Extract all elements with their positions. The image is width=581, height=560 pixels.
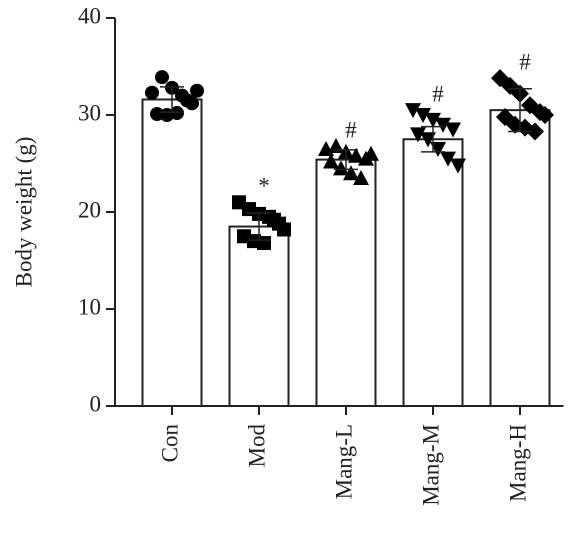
y-tick-label: 40 [78,3,101,28]
y-tick-label: 10 [78,294,101,319]
annotation: * [258,174,270,199]
point [343,165,359,181]
x-tick-label: Con [157,424,182,463]
point [420,132,436,148]
point [435,117,451,133]
point [450,158,466,174]
x-tick-label: Mang-H [505,424,530,502]
point [415,108,431,123]
bar [141,98,203,407]
y-axis-label: Body weight (g) [11,137,36,288]
x-tick-label: Mod [244,424,269,468]
point [445,122,461,138]
point [328,138,344,154]
bar [489,109,551,408]
point [425,112,441,128]
point [440,151,456,167]
point [363,145,379,161]
point [145,85,159,100]
point [405,103,421,119]
point [277,222,291,237]
point [536,106,554,124]
bar [315,158,377,407]
point [333,160,349,176]
point [410,127,426,143]
bar [402,138,464,407]
point [155,70,169,85]
point [348,147,364,163]
point [430,141,446,157]
point [180,93,194,108]
y-tick-label: 30 [78,100,101,125]
y-tick-label: 0 [90,391,102,416]
x-tick-label: Mang-M [418,424,443,506]
bar [228,225,290,407]
y-tick-label: 20 [78,197,101,222]
point [526,122,544,141]
point [353,170,369,186]
annotation: # [432,81,444,106]
point [323,153,339,169]
point [170,106,184,121]
annotation: # [345,117,357,142]
x-tick-label: Mang-L [331,424,356,499]
point [190,83,204,98]
annotation: # [519,49,531,74]
